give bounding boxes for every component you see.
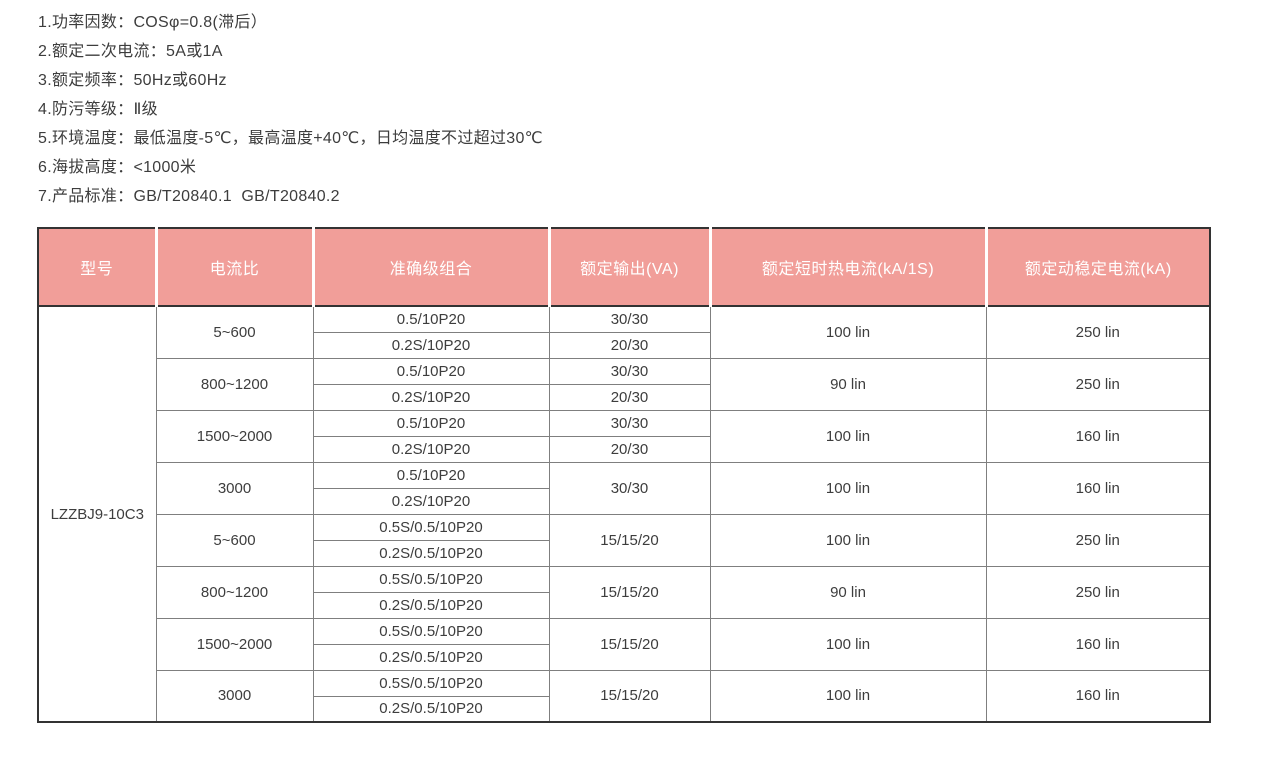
spec-list: 1.功率因数：COSφ=0.8(滞后） 2.额定二次电流：5A或1A 3.额定频… xyxy=(38,8,543,211)
table-row: 1500~2000 0.5S/0.5/10P20 15/15/20 100 li… xyxy=(38,617,1211,671)
output-cell: 15/15/20 xyxy=(548,617,711,671)
combo-cell: 0.2S/10P20 xyxy=(312,435,550,463)
ratio-cell: 1500~2000 xyxy=(155,409,314,463)
dynamic-cell: 160 lin xyxy=(985,409,1211,463)
thermal-cell: 90 lin xyxy=(709,565,987,619)
dynamic-cell: 160 lin xyxy=(985,617,1211,671)
dynamic-cell: 250 lin xyxy=(985,357,1211,411)
spec-item-secondary-current: 2.额定二次电流：5A或1A xyxy=(38,43,223,60)
thermal-cell: 100 lin xyxy=(709,617,987,671)
table-header: 型号 电流比 准确级组合 额定输出(VA) 额定短时热电流(kA/1S) 额定动… xyxy=(37,227,1211,307)
thermal-cell: 100 lin xyxy=(709,513,987,567)
spec-item-power-factor: 1.功率因数：COSφ=0.8(滞后） xyxy=(38,14,268,31)
header-current-ratio: 电流比 xyxy=(154,227,315,307)
combo-cell: 0.5/10P20 xyxy=(312,461,550,489)
thermal-cell: 100 lin xyxy=(709,305,987,359)
thermal-cell: 100 lin xyxy=(709,409,987,463)
spec-item-product-standard: 7.产品标准：GB/T20840.1 GB/T20840.2 xyxy=(38,188,340,205)
output-cell: 15/15/20 xyxy=(548,669,711,723)
combo-cell: 0.5S/0.5/10P20 xyxy=(312,617,550,645)
combo-cell: 0.2S/10P20 xyxy=(312,331,550,359)
combo-cell: 0.2S/0.5/10P20 xyxy=(312,539,550,567)
table-row: 0.2S/0.5/10P20 xyxy=(38,591,1210,619)
spec-table: 型号 电流比 准确级组合 额定输出(VA) 额定短时热电流(kA/1S) 额定动… xyxy=(37,227,1211,723)
table-body: LZZBJ9-10C3 5~600 0.5/10P20 30/30 100 li… xyxy=(37,305,1211,723)
combo-cell: 0.5/10P20 xyxy=(312,305,550,333)
combo-cell: 0.2S/0.5/10P20 xyxy=(312,643,550,671)
spec-item-ambient-temperature: 5.环境温度：最低温度-5℃，最高温度+40℃，日均温度不过超过30℃ xyxy=(38,130,543,147)
dynamic-cell: 160 lin xyxy=(985,461,1211,515)
ratio-cell: 3000 xyxy=(155,669,314,723)
combo-cell: 0.5S/0.5/10P20 xyxy=(312,565,550,593)
dynamic-cell: 250 lin xyxy=(985,565,1211,619)
table-row: 5~600 0.5S/0.5/10P20 15/15/20 100 lin 25… xyxy=(38,513,1211,567)
table-row: 3000 0.5S/0.5/10P20 15/15/20 100 lin 160… xyxy=(38,669,1211,723)
ratio-cell: 800~1200 xyxy=(155,357,314,411)
spec-item-pollution-class: 4.防污等级：Ⅱ级 xyxy=(38,101,158,118)
table-row: 0.2S/10P20 20/30 xyxy=(38,331,1210,359)
thermal-cell: 100 lin xyxy=(709,669,987,723)
table-row: LZZBJ9-10C3 5~600 0.5/10P20 30/30 100 li… xyxy=(37,305,1211,723)
table-row: 800~1200 0.5/10P20 30/30 90 lin 250 lin xyxy=(38,357,1211,411)
combo-cell: 0.5S/0.5/10P20 xyxy=(312,513,550,541)
combo-cell: 0.2S/0.5/10P20 xyxy=(312,591,550,619)
dynamic-cell: 250 lin xyxy=(985,305,1211,359)
header-rated-output: 额定输出(VA) xyxy=(547,227,712,307)
header-accuracy-combo: 准确级组合 xyxy=(311,227,551,307)
combo-cell: 0.5/10P20 xyxy=(312,409,550,437)
dynamic-cell: 250 lin xyxy=(985,513,1211,567)
table-row: 0.2S/10P20 20/30 xyxy=(38,435,1210,463)
header-thermal-current: 额定短时热电流(kA/1S) xyxy=(708,227,988,307)
combo-cell: 0.5/10P20 xyxy=(312,357,550,385)
ratio-cell: 5~600 xyxy=(155,305,314,359)
output-cell: 30/30 xyxy=(548,409,711,437)
output-cell: 15/15/20 xyxy=(548,565,711,619)
header-dynamic-current: 额定动稳定电流(kA) xyxy=(984,227,1211,307)
table-row: 3000 0.5/10P20 30/30 100 lin 160 lin xyxy=(38,461,1211,515)
spec-item-rated-frequency: 3.额定频率：50Hz或60Hz xyxy=(38,72,227,89)
thermal-cell: 100 lin xyxy=(709,461,987,515)
ratio-cell: 1500~2000 xyxy=(155,617,314,671)
output-cell: 15/15/20 xyxy=(548,513,711,567)
thermal-cell: 90 lin xyxy=(709,357,987,411)
table-row: 0.2S/0.5/10P20 xyxy=(38,695,1210,723)
output-cell: 20/30 xyxy=(548,383,711,411)
combo-cell: 0.5S/0.5/10P20 xyxy=(312,669,550,697)
header-model: 型号 xyxy=(37,227,158,307)
output-cell: 30/30 xyxy=(548,357,711,385)
combo-cell: 0.2S/10P20 xyxy=(312,487,550,515)
table-row: 1500~2000 0.5/10P20 30/30 100 lin 160 li… xyxy=(38,409,1211,463)
spec-table-container: 型号 电流比 准确级组合 额定输出(VA) 额定短时热电流(kA/1S) 额定动… xyxy=(37,227,1211,723)
ratio-cell: 800~1200 xyxy=(155,565,314,619)
header-row: 型号 电流比 准确级组合 额定输出(VA) 额定短时热电流(kA/1S) 额定动… xyxy=(37,227,1211,307)
ratio-cell: 3000 xyxy=(155,461,314,515)
spec-item-altitude: 6.海拔高度：<1000米 xyxy=(38,159,197,176)
ratio-cell: 5~600 xyxy=(155,513,314,567)
dynamic-cell: 160 lin xyxy=(985,669,1211,723)
table-row: 0.2S/0.5/10P20 xyxy=(38,539,1210,567)
table-row: 800~1200 0.5S/0.5/10P20 15/15/20 90 lin … xyxy=(38,565,1211,619)
output-cell: 20/30 xyxy=(548,331,711,359)
table-row: 0.2S/0.5/10P20 xyxy=(38,643,1210,671)
model-cell: LZZBJ9-10C3 xyxy=(37,305,157,723)
combo-cell: 0.2S/0.5/10P20 xyxy=(312,695,550,723)
table-row: 0.2S/10P20 xyxy=(38,487,1210,515)
output-cell: 30/30 xyxy=(548,461,711,515)
output-cell: 20/30 xyxy=(548,435,711,463)
combo-cell: 0.2S/10P20 xyxy=(312,383,550,411)
output-cell: 30/30 xyxy=(548,305,711,333)
